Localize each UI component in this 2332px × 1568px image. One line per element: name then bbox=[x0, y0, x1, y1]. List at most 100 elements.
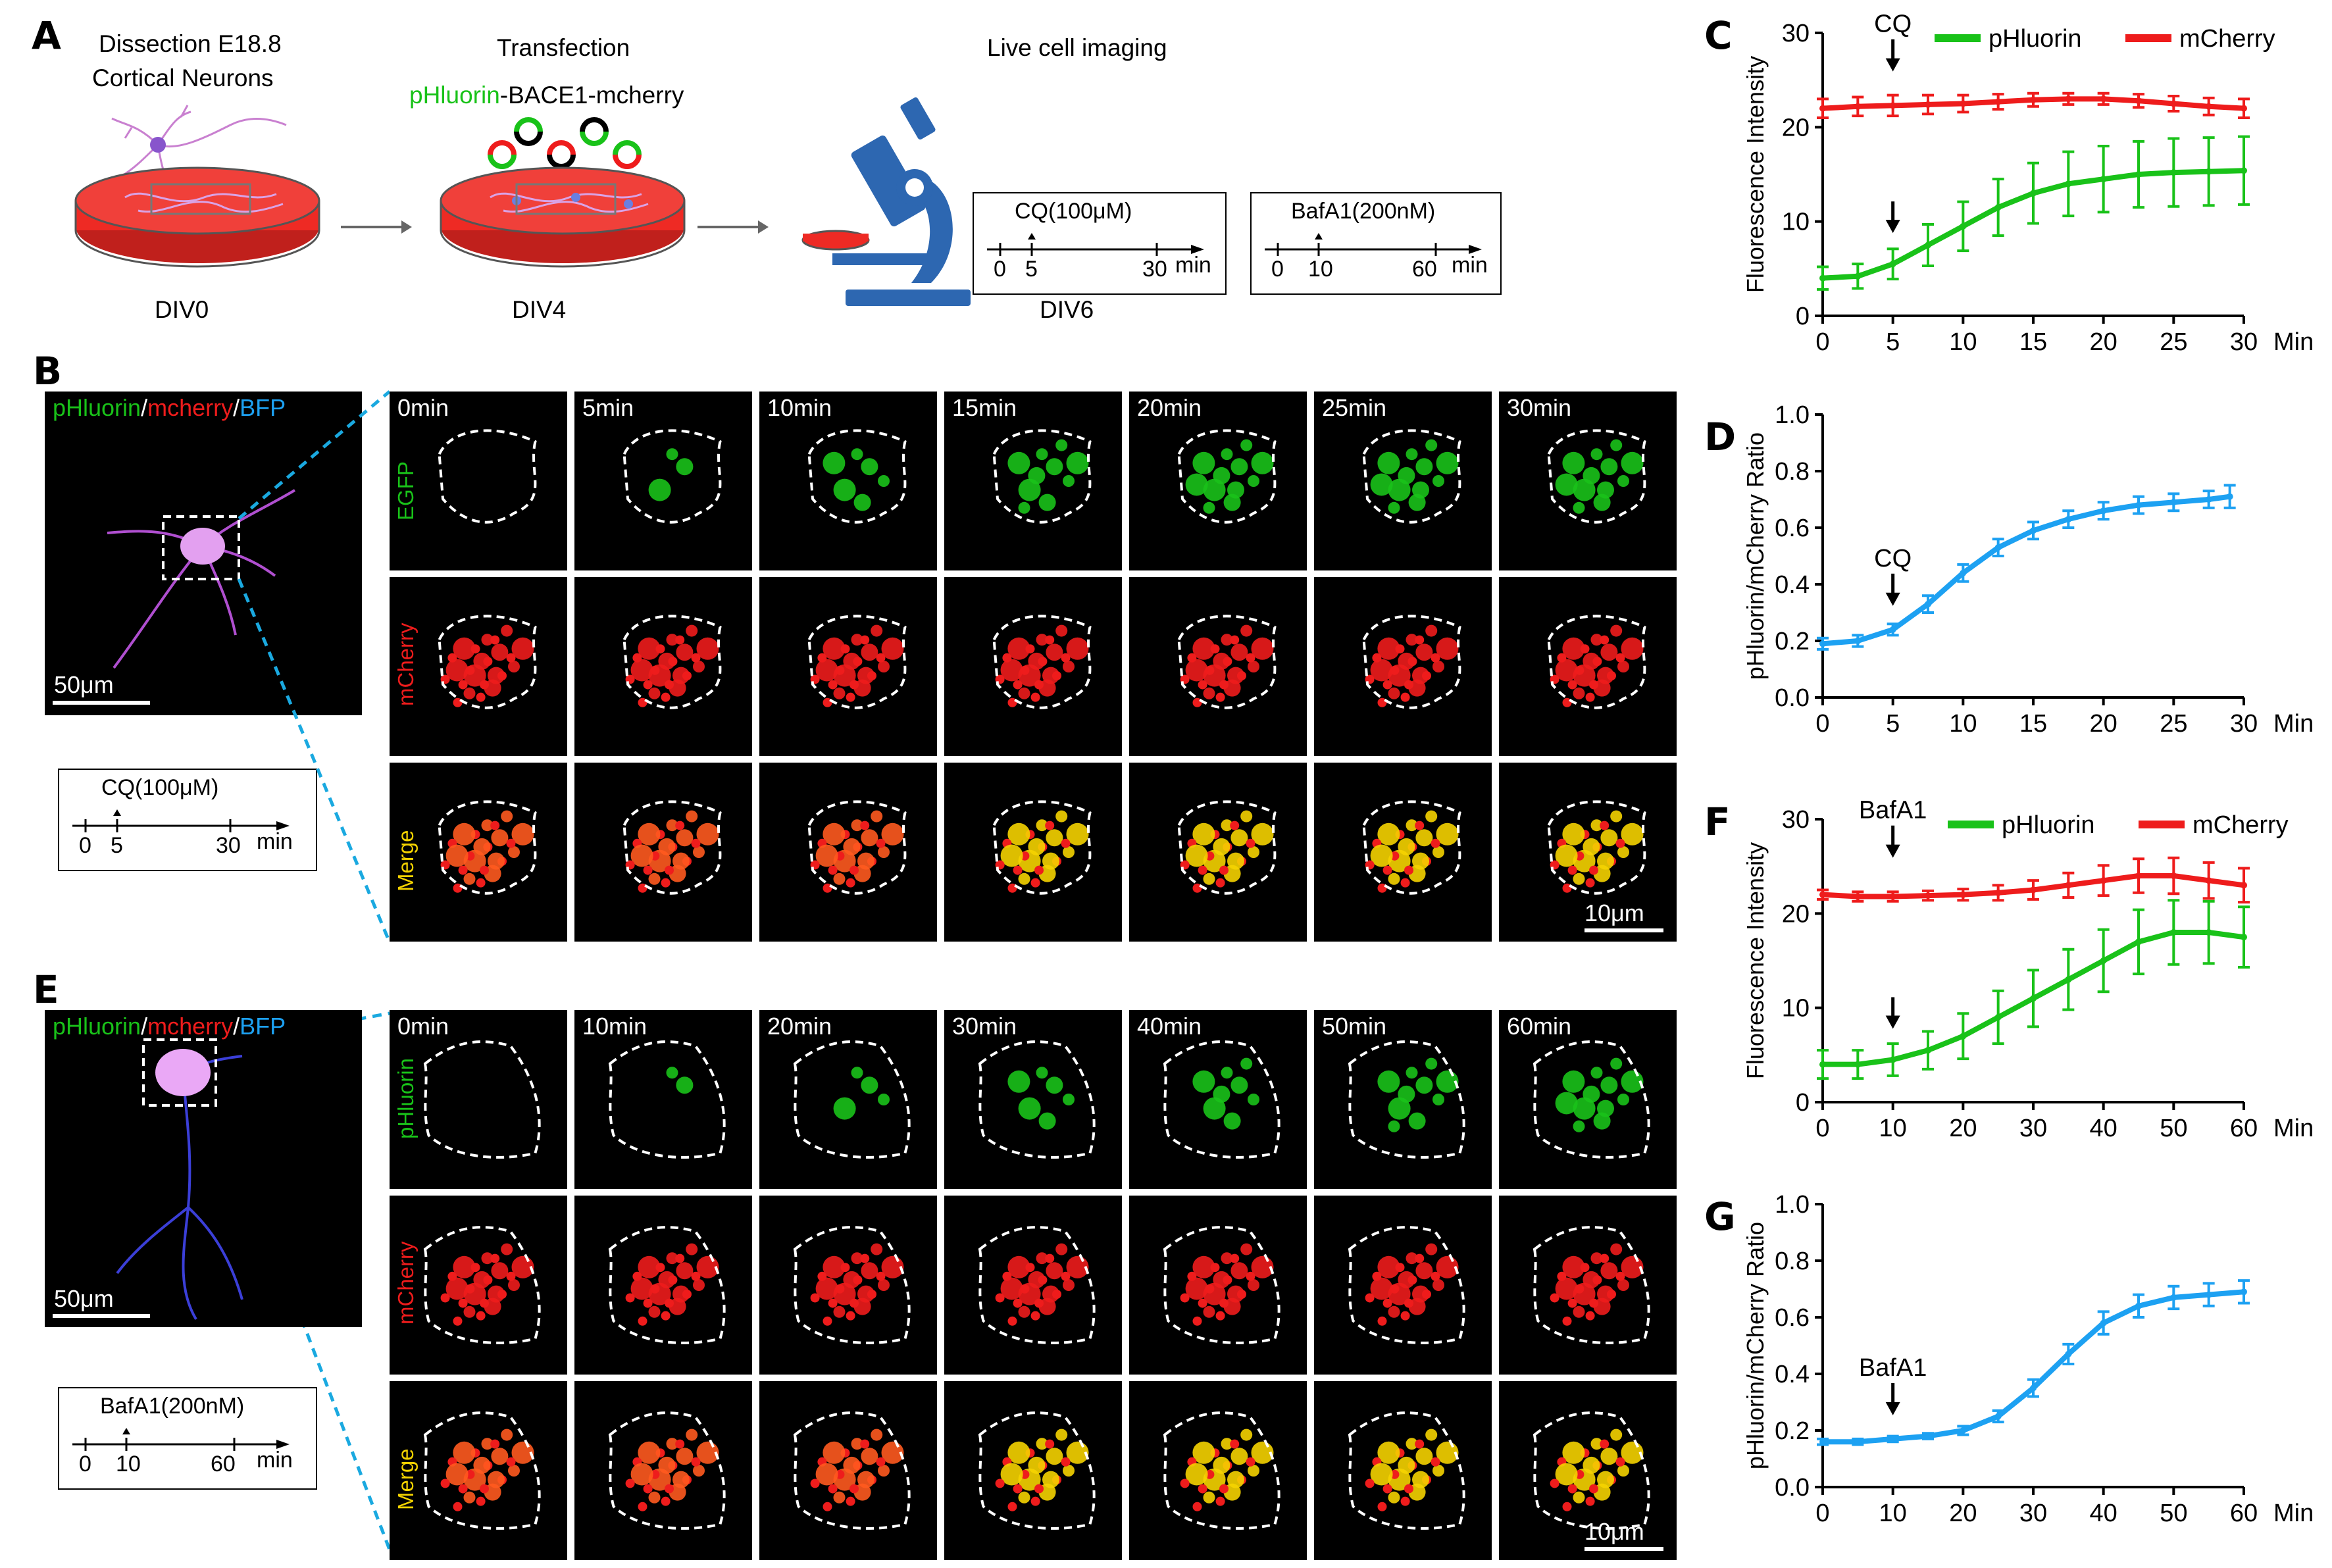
fluorescent-puncta bbox=[473, 1271, 491, 1288]
fluorescent-puncta bbox=[1621, 451, 1644, 474]
fluorescent-puncta bbox=[1213, 1456, 1230, 1474]
fluorescent-puncta bbox=[1030, 1496, 1040, 1506]
fluorescent-puncta bbox=[1219, 1298, 1229, 1308]
cell-outline bbox=[1348, 1040, 1465, 1159]
fluorescent-puncta bbox=[1406, 448, 1418, 461]
timeline-tick-label: 0 bbox=[79, 1452, 91, 1477]
fluorescent-puncta bbox=[1046, 1448, 1063, 1465]
y-tick-label: 0.0 bbox=[1775, 1474, 1810, 1502]
fluorescent-puncta bbox=[480, 1298, 489, 1308]
legend-label: pHluorin bbox=[1989, 25, 2082, 53]
fluorescent-puncta bbox=[871, 1429, 883, 1441]
cell-outline bbox=[608, 1040, 726, 1159]
fluorescent-puncta bbox=[833, 1491, 846, 1504]
cell-outline bbox=[992, 429, 1092, 524]
timeline-cq-box: CQ(100μM) 0 5 30 min bbox=[973, 192, 1227, 295]
fluorescent-puncta bbox=[638, 1316, 647, 1326]
panel-letter-e: E bbox=[33, 967, 59, 1012]
fluorescent-puncta bbox=[1555, 1092, 1578, 1115]
timeline-baf-box: BafA1(200nM) 0 10 60 min bbox=[1250, 192, 1502, 295]
fluorescent-puncta bbox=[1555, 473, 1578, 496]
cell-image bbox=[978, 1226, 1096, 1344]
fluorescent-puncta bbox=[810, 1479, 820, 1488]
time-lapse-tile bbox=[759, 577, 937, 756]
fluorescent-puncta bbox=[453, 1255, 476, 1278]
x-tick-label: 60 bbox=[2230, 1500, 2258, 1527]
fluorescent-puncta bbox=[1589, 1484, 1598, 1494]
data-point bbox=[2100, 957, 2107, 964]
fluorescent-puncta bbox=[1412, 1285, 1429, 1303]
timeline-title: CQ(100μM) bbox=[101, 775, 219, 800]
data-point bbox=[1819, 274, 1826, 282]
data-point bbox=[1994, 889, 2002, 896]
fluorescent-puncta bbox=[1415, 458, 1433, 476]
channel-row-label: mCherry bbox=[393, 622, 418, 706]
time-lapse-tile: Merge bbox=[390, 763, 567, 942]
y-tick-label: 0.2 bbox=[1775, 628, 1810, 655]
fluorescent-puncta bbox=[1562, 1502, 1572, 1511]
fluorescent-puncta bbox=[1221, 819, 1233, 832]
fluorescent-puncta bbox=[1013, 1484, 1023, 1494]
x-tick-label: 10 bbox=[1879, 1500, 1907, 1527]
fluorescent-puncta bbox=[1583, 838, 1600, 855]
culture-dish-div4 bbox=[440, 166, 686, 268]
fluorescent-puncta bbox=[1600, 1253, 1610, 1263]
fluorescent-puncta bbox=[1388, 687, 1400, 699]
fluorescent-puncta bbox=[1221, 634, 1233, 646]
channel-row-label: Merge bbox=[393, 1448, 418, 1510]
fluorescent-puncta bbox=[672, 1285, 690, 1303]
fluorescent-puncta bbox=[501, 1243, 513, 1255]
div0-label: DIV0 bbox=[155, 296, 209, 323]
data-point bbox=[2170, 499, 2177, 506]
data-point bbox=[1960, 222, 1967, 230]
chart-f-fluorescence-baf: 0 10 20 30 0 10 20 30 40 50 60 Min Fluorescence Inte… bbox=[1742, 797, 2314, 1142]
fluorescent-puncta bbox=[823, 1255, 846, 1278]
fluorescent-puncta bbox=[815, 659, 838, 682]
fluorescent-puncta bbox=[1213, 467, 1230, 484]
fluorescent-puncta bbox=[1066, 822, 1089, 846]
data-point bbox=[2135, 501, 2142, 509]
fluorescent-puncta bbox=[666, 1252, 678, 1265]
fluorescent-puncta bbox=[630, 1277, 653, 1300]
fluorescent-puncta bbox=[1063, 661, 1075, 672]
fluorescent-puncta bbox=[1230, 1439, 1240, 1449]
data-point bbox=[2030, 190, 2037, 197]
fluorescent-puncta bbox=[666, 819, 678, 832]
data-point bbox=[2205, 929, 2212, 936]
data-point bbox=[2241, 167, 2247, 174]
time-lapse-tile: 10μm bbox=[1499, 1381, 1677, 1560]
fluorescent-puncta bbox=[440, 1479, 450, 1488]
cell-image bbox=[1163, 1411, 1280, 1530]
fluorescent-puncta bbox=[878, 846, 890, 858]
fluorescent-puncta bbox=[691, 653, 701, 663]
cell-image bbox=[1177, 429, 1277, 524]
fluorescent-puncta bbox=[1219, 865, 1229, 875]
fluorescent-puncta bbox=[828, 680, 838, 690]
scale-bar-label: 50μm bbox=[54, 671, 114, 698]
step1-title-line1: Dissection E18.8 bbox=[99, 30, 282, 57]
fluorescent-puncta bbox=[1203, 1305, 1215, 1318]
y-axis-label: Fluorescence Intensity bbox=[1742, 842, 1769, 1079]
fluorescent-puncta bbox=[1398, 467, 1415, 484]
channel-row-label: Merge bbox=[393, 830, 418, 892]
cell-image bbox=[1348, 1226, 1465, 1344]
fluorescent-puncta bbox=[1227, 481, 1244, 499]
fluorescent-puncta bbox=[693, 1465, 705, 1477]
fluorescent-puncta bbox=[823, 637, 846, 660]
fluorescent-puncta bbox=[861, 1448, 878, 1465]
fluorescent-puncta bbox=[1583, 1085, 1600, 1103]
cell-image bbox=[1177, 800, 1277, 895]
fluorescent-puncta bbox=[1192, 1441, 1215, 1464]
fluorescent-puncta bbox=[1400, 1311, 1410, 1321]
fluorescent-puncta bbox=[878, 661, 890, 672]
fluorescent-puncta bbox=[1400, 1496, 1410, 1506]
fluorescent-puncta bbox=[1036, 634, 1048, 646]
chart-d-ratio-cq: 0.0 0.2 0.4 0.6 0.8 1.0 0 5 10 15 20 25 30 Min pHluori… bbox=[1742, 401, 2314, 738]
fluorescent-puncta bbox=[658, 652, 676, 670]
fluorescent-puncta bbox=[1251, 451, 1274, 474]
fluorescent-puncta bbox=[625, 1293, 635, 1303]
fluorescent-puncta bbox=[1036, 1438, 1048, 1450]
fluorescent-puncta bbox=[676, 458, 694, 476]
fluorescent-puncta bbox=[638, 1255, 661, 1278]
cell-image bbox=[1362, 615, 1461, 709]
